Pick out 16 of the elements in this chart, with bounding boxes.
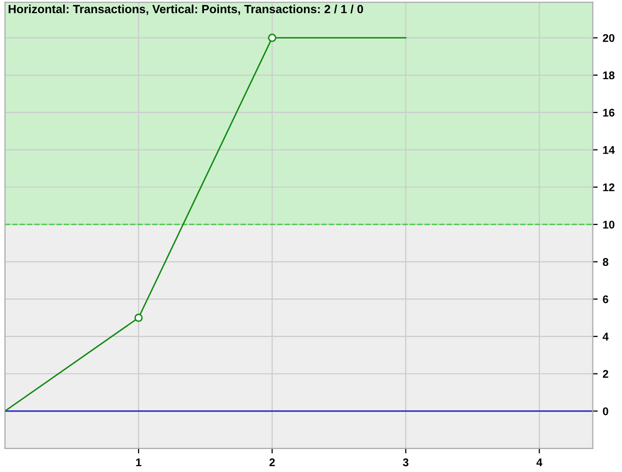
y-tick-label: 6 — [602, 295, 608, 304]
y-tick-label: 10 — [603, 220, 614, 229]
y-tick-label: 8 — [602, 258, 608, 266]
x-tick-label: 4 — [536, 458, 542, 466]
y-tick-label: 12 — [603, 183, 614, 192]
y-tick-label: 18 — [603, 71, 615, 80]
x-tick-label: 1 — [136, 458, 142, 466]
y-tick-label: 16 — [603, 108, 614, 117]
chart-title: Horizontal: Transactions, Vertical: Points, Transactions: 2 / 1 / 0 — [8, 4, 364, 15]
x-tick-label: 2 — [269, 458, 275, 466]
y-tick-label: 20 — [602, 34, 614, 42]
y-tick-label: 4 — [602, 332, 609, 340]
y-tick-label: 14 — [603, 146, 615, 154]
x-tick-label: 3 — [402, 458, 408, 466]
y-tick-label: 0 — [602, 407, 608, 416]
y-tick-label: 2 — [602, 370, 608, 378]
